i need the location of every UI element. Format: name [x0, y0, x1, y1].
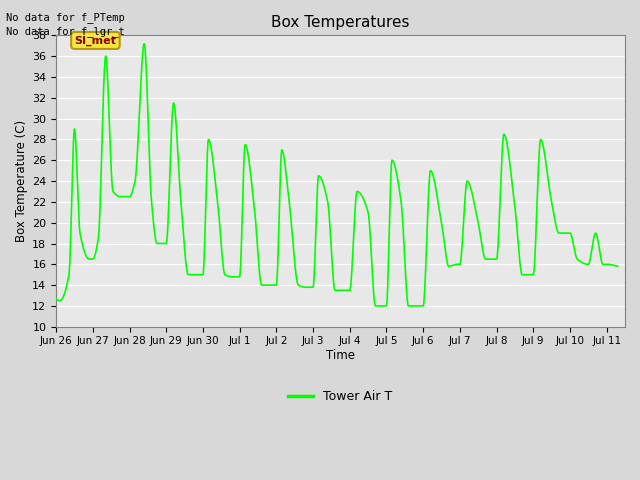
Text: No data for f_lgr_t: No data for f_lgr_t — [6, 26, 125, 37]
X-axis label: Time: Time — [326, 349, 355, 362]
Text: No data for f_PTemp: No data for f_PTemp — [6, 12, 125, 23]
Legend: Tower Air T: Tower Air T — [284, 385, 397, 408]
Y-axis label: Box Temperature (C): Box Temperature (C) — [15, 120, 28, 242]
Title: Box Temperatures: Box Temperatures — [271, 15, 410, 30]
Text: SI_met: SI_met — [74, 36, 116, 46]
